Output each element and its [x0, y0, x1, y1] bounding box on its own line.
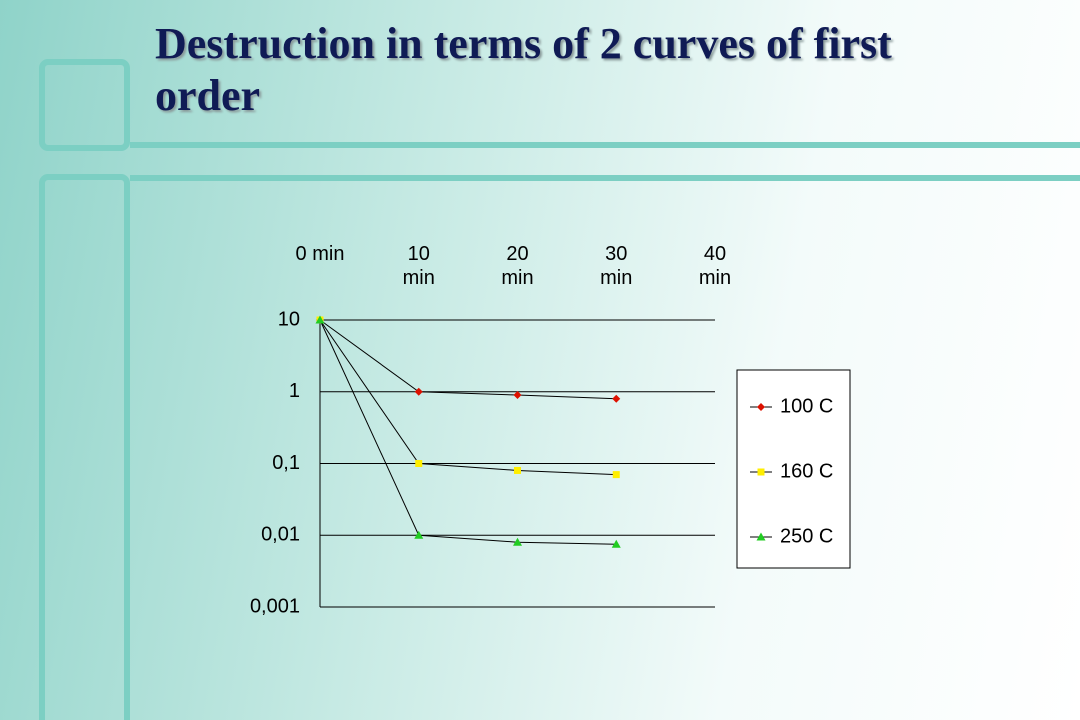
legend-marker: [757, 403, 765, 411]
legend-box: [736, 369, 851, 569]
data-point: [514, 466, 521, 474]
x-tick-label: 20 min: [501, 243, 534, 289]
data-point: [612, 471, 620, 479]
data-point: [611, 539, 621, 548]
data-point: [513, 537, 522, 546]
y-tick-label: 1: [289, 380, 300, 402]
data-point: [415, 460, 423, 467]
data-point: [414, 530, 424, 539]
y-tick-label: 10: [278, 308, 300, 330]
data-point: [414, 387, 423, 396]
legend-marker: [757, 468, 765, 476]
frame-decoration: [39, 59, 1080, 720]
chart-title: Destruction in terms of 2 curves of firs…: [155, 19, 892, 120]
y-tick-label: 0,001: [250, 595, 300, 617]
data-point: [513, 391, 522, 400]
data-point: [612, 394, 621, 403]
legend-label: 100 C: [780, 395, 833, 417]
series-line: [319, 319, 617, 476]
x-tick-label: 0 min: [295, 243, 345, 265]
series-line: [319, 319, 617, 400]
x-tick-label: 10 min: [402, 243, 435, 289]
legend-label: 160 C: [780, 460, 833, 482]
x-tick-label: 40 min: [698, 243, 732, 289]
y-tick-label: 0,1: [272, 452, 300, 474]
y-tick-label: 0,01: [261, 524, 300, 546]
series-line: [319, 319, 617, 545]
legend-marker: [756, 532, 766, 541]
x-tick-label: 30 min: [600, 243, 633, 289]
legend-label: 250 C: [780, 525, 833, 547]
data-point: [315, 315, 325, 324]
